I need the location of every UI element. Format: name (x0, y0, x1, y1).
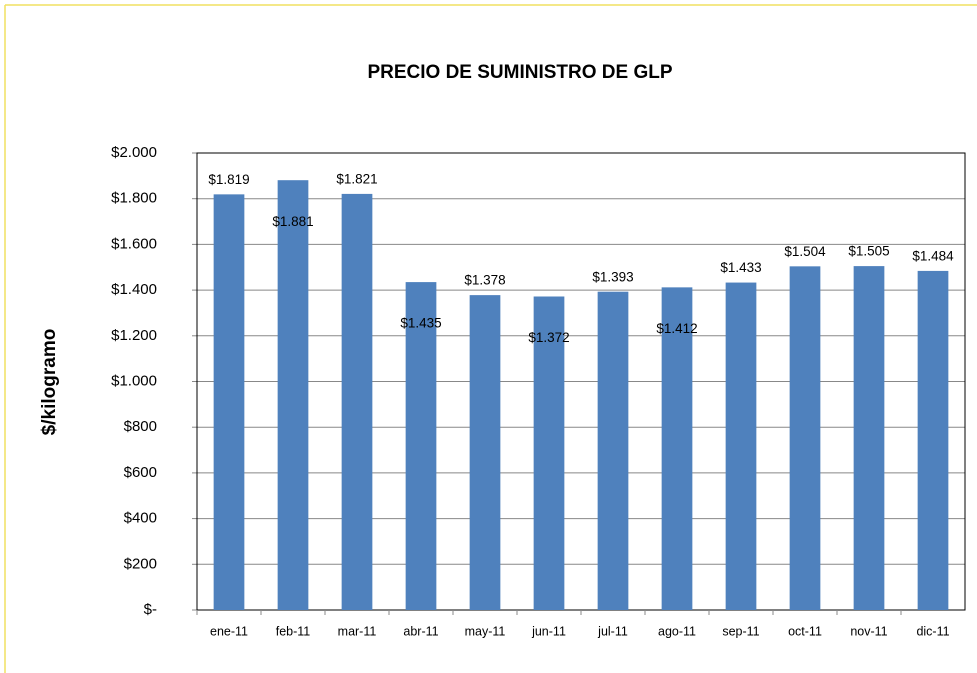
y-tick-label: $2.000 (111, 144, 157, 161)
bar (789, 266, 821, 610)
value-label: $1.433 (720, 260, 761, 275)
x-tick-label: feb-11 (276, 624, 311, 638)
x-tick-label: ene-11 (210, 624, 248, 638)
value-label: $1.378 (464, 273, 505, 288)
y-tick-label: $200 (124, 555, 157, 572)
y-tick-label: $1.800 (111, 190, 157, 207)
y-tick-label: $600 (124, 464, 157, 481)
x-tick-label: ago-11 (658, 624, 696, 638)
y-tick-label: $1.000 (111, 372, 157, 389)
y-tick-label: $1.400 (111, 281, 157, 298)
y-tick-label: $1.600 (111, 235, 157, 252)
x-tick-label: may-11 (465, 624, 506, 638)
y-tick-label: $- (144, 601, 157, 618)
x-tick-label: oct-11 (788, 624, 822, 638)
value-label: $1.412 (656, 321, 697, 336)
value-label: $1.881 (272, 214, 313, 229)
bar (277, 180, 309, 610)
value-label: $1.435 (400, 316, 441, 331)
value-label: $1.504 (784, 244, 826, 259)
y-tick-label: $400 (124, 510, 157, 527)
x-tick-label: jun-11 (531, 624, 566, 638)
x-tick-label: jul-11 (597, 624, 628, 638)
x-tick-label: dic-11 (916, 624, 949, 638)
bar (533, 296, 565, 610)
bar (469, 295, 501, 610)
x-tick-label: mar-11 (338, 624, 377, 638)
bar (917, 270, 949, 610)
bar (725, 282, 757, 610)
x-tick-label: nov-11 (850, 624, 887, 638)
y-tick-label: $1.200 (111, 327, 157, 344)
value-label: $1.484 (912, 248, 954, 263)
bar (661, 287, 693, 610)
bar (405, 282, 437, 610)
bar (853, 266, 885, 610)
bar (213, 194, 245, 610)
value-label: $1.821 (336, 171, 377, 186)
chart-title: PRECIO DE SUMINISTRO DE GLP (367, 62, 672, 83)
bar (597, 291, 629, 610)
y-tick-label: $800 (124, 418, 157, 435)
value-label: $1.393 (592, 269, 633, 284)
value-label: $1.372 (528, 330, 569, 345)
value-label: $1.505 (848, 244, 889, 259)
y-axis-label: $/kilogramo (39, 329, 60, 436)
value-label: $1.819 (208, 172, 249, 187)
x-tick-label: abr-11 (403, 624, 438, 638)
bar (341, 193, 373, 611)
x-tick-label: sep-11 (722, 624, 759, 638)
